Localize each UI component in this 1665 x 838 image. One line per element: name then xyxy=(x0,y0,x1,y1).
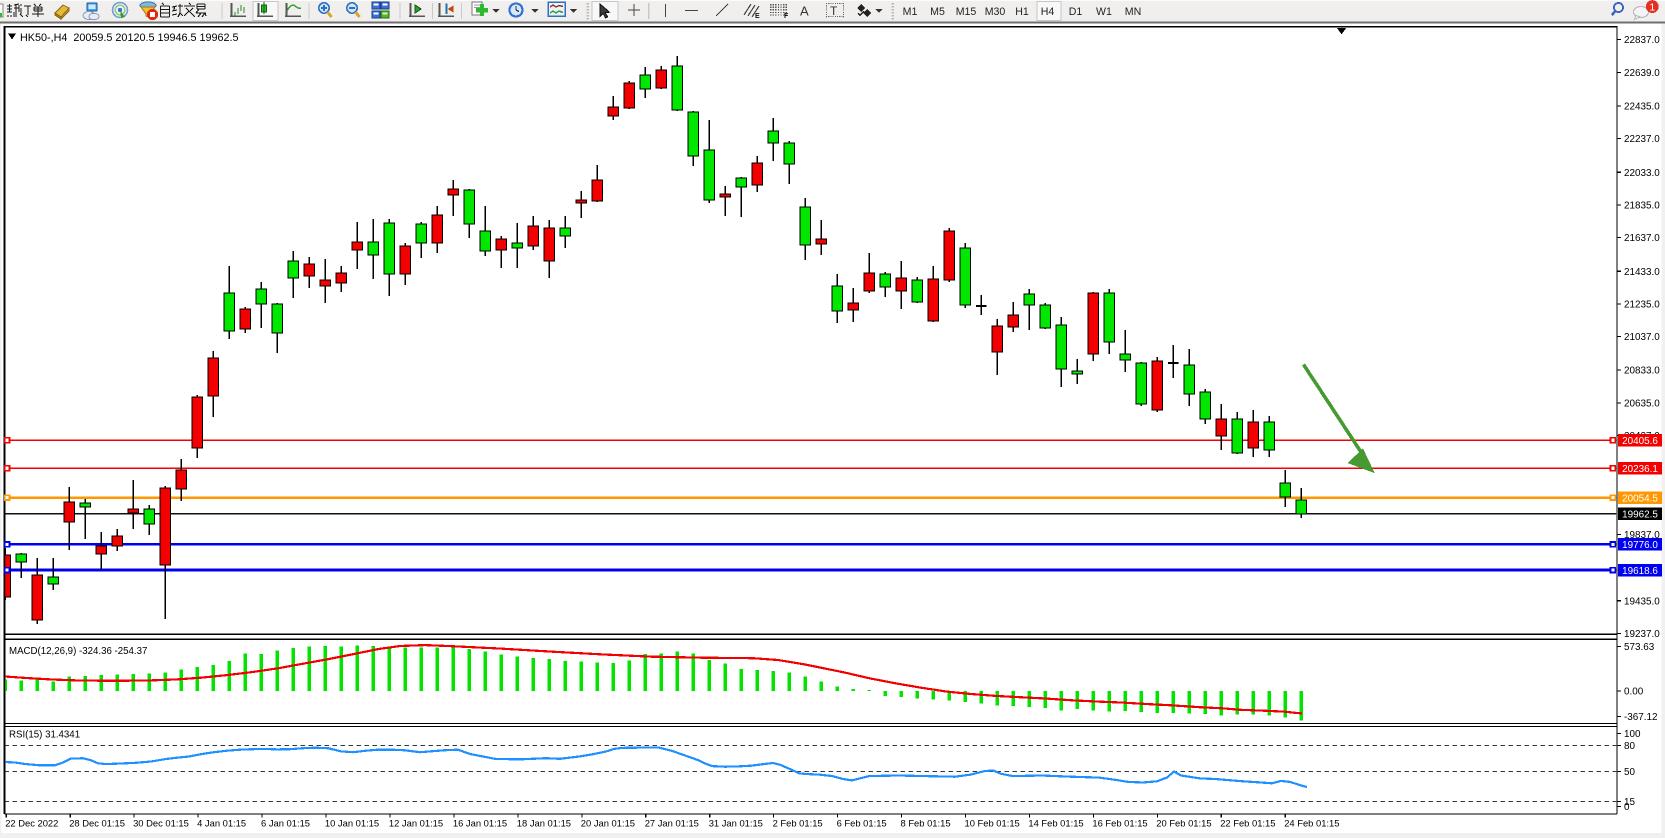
svg-text:30 Dec 01:15: 30 Dec 01:15 xyxy=(133,818,189,829)
svg-text:22237.0: 22237.0 xyxy=(1624,134,1660,145)
svg-text:1: 1 xyxy=(1649,1,1655,13)
svg-text:20635.0: 20635.0 xyxy=(1624,398,1660,409)
svg-text:F: F xyxy=(784,13,789,20)
svg-text:20 Feb 01:15: 20 Feb 01:15 xyxy=(1156,818,1211,829)
svg-text:50: 50 xyxy=(1624,767,1635,778)
svg-text:19962.5: 19962.5 xyxy=(1622,510,1658,521)
svg-text:22 Dec 2022: 22 Dec 2022 xyxy=(5,818,58,829)
svg-text:A: A xyxy=(800,4,809,19)
svg-text:22435.0: 22435.0 xyxy=(1624,102,1660,113)
svg-text:21235.0: 21235.0 xyxy=(1624,299,1660,310)
svg-text:T: T xyxy=(830,4,838,18)
svg-text:573.63: 573.63 xyxy=(1624,642,1655,653)
svg-text:20236.1: 20236.1 xyxy=(1622,464,1658,475)
svg-text:W1: W1 xyxy=(1096,6,1112,18)
svg-text:19776.0: 19776.0 xyxy=(1622,540,1658,551)
svg-text:14 Feb 01:15: 14 Feb 01:15 xyxy=(1028,818,1083,829)
svg-text:H4: H4 xyxy=(1041,6,1055,18)
svg-text:E: E xyxy=(755,13,760,20)
svg-text:27 Jan 01:15: 27 Jan 01:15 xyxy=(645,818,699,829)
svg-text:20054.5: 20054.5 xyxy=(1622,494,1658,505)
svg-text:19237.0: 19237.0 xyxy=(1624,629,1660,640)
svg-text:-367.12: -367.12 xyxy=(1624,712,1658,723)
svg-text:0.00: 0.00 xyxy=(1624,687,1644,698)
svg-text:0: 0 xyxy=(1624,802,1630,813)
svg-text:20405.6: 20405.6 xyxy=(1622,436,1658,447)
svg-text:MN: MN xyxy=(1125,6,1141,18)
svg-text:RSI(15) 31.4341: RSI(15) 31.4341 xyxy=(9,730,80,741)
svg-text:21037.0: 21037.0 xyxy=(1624,332,1660,343)
svg-text:M5: M5 xyxy=(930,6,945,18)
svg-text:M30: M30 xyxy=(985,6,1006,18)
svg-text:8 Feb 01:15: 8 Feb 01:15 xyxy=(901,818,951,829)
svg-text:19618.6: 19618.6 xyxy=(1622,566,1658,577)
svg-text:22639.0: 22639.0 xyxy=(1624,68,1660,79)
svg-text:22033.0: 22033.0 xyxy=(1624,168,1660,179)
svg-text:24 Feb 01:15: 24 Feb 01:15 xyxy=(1284,818,1339,829)
svg-text:21637.0: 21637.0 xyxy=(1624,233,1660,244)
svg-text:D1: D1 xyxy=(1069,6,1083,18)
svg-text:22837.0: 22837.0 xyxy=(1624,35,1660,46)
svg-text:10 Jan 01:15: 10 Jan 01:15 xyxy=(325,818,379,829)
svg-text:21835.0: 21835.0 xyxy=(1624,201,1660,212)
svg-text:16 Feb 01:15: 16 Feb 01:15 xyxy=(1092,818,1147,829)
svg-text:20 Jan 01:15: 20 Jan 01:15 xyxy=(581,818,635,829)
svg-text:100: 100 xyxy=(1624,729,1641,740)
svg-text:10 Feb 01:15: 10 Feb 01:15 xyxy=(965,818,1020,829)
svg-text:20833.0: 20833.0 xyxy=(1624,366,1660,377)
svg-text:80: 80 xyxy=(1624,741,1635,752)
svg-text:6 Jan 01:15: 6 Jan 01:15 xyxy=(261,818,310,829)
svg-text:18 Jan 01:15: 18 Jan 01:15 xyxy=(517,818,571,829)
svg-text:21433.0: 21433.0 xyxy=(1624,267,1660,278)
svg-text:M1: M1 xyxy=(903,6,918,18)
svg-text:6 Feb 01:15: 6 Feb 01:15 xyxy=(837,818,887,829)
svg-text:22 Feb 01:15: 22 Feb 01:15 xyxy=(1220,818,1275,829)
svg-text:16 Jan 01:15: 16 Jan 01:15 xyxy=(453,818,507,829)
svg-text:19435.0: 19435.0 xyxy=(1624,596,1660,607)
svg-text:M15: M15 xyxy=(956,6,977,18)
svg-text:31 Jan 01:15: 31 Jan 01:15 xyxy=(709,818,763,829)
svg-text:MACD(12,26,9) -324.36 -254.37: MACD(12,26,9) -324.36 -254.37 xyxy=(9,646,147,657)
svg-text:28 Dec 01:15: 28 Dec 01:15 xyxy=(69,818,125,829)
svg-text:12 Jan 01:15: 12 Jan 01:15 xyxy=(389,818,443,829)
svg-text:19837.0: 19837.0 xyxy=(1624,530,1660,541)
svg-text:H1: H1 xyxy=(1015,6,1029,18)
svg-text:2 Feb 01:15: 2 Feb 01:15 xyxy=(773,818,823,829)
svg-text:4 Jan 01:15: 4 Jan 01:15 xyxy=(197,818,246,829)
svg-text:15: 15 xyxy=(1624,797,1635,808)
svg-text:HK50-,H4 20059.5 20120.5 1994: HK50-,H4 20059.5 20120.5 19946.5 19962.5 xyxy=(20,32,239,44)
